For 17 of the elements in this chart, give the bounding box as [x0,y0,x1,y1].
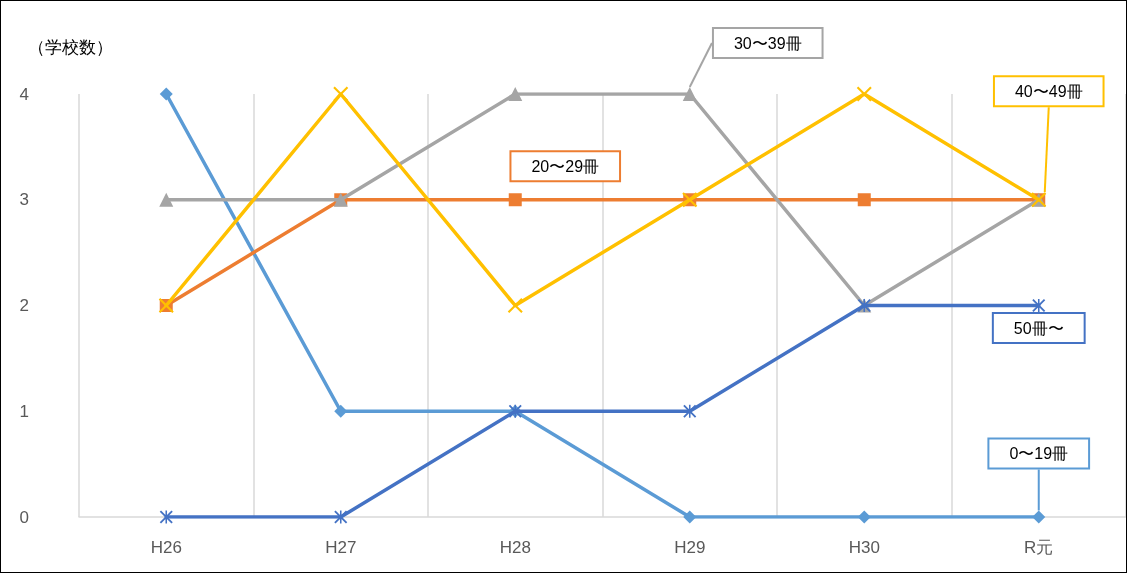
y-tick-label: 2 [19,296,29,315]
text: 30〜39冊 [733,34,802,52]
text: 0〜19冊 [1009,445,1069,462]
y-tick-label: 4 [19,84,29,104]
x-tick-label: H28 [499,538,531,557]
y-axis-title: （学校数） [28,38,113,57]
x-tick-label: H30 [848,538,880,557]
y-tick-label: 0 [19,507,29,527]
y-tick-label: 1 [19,401,29,421]
x-tick-label: H29 [674,538,706,557]
x-tick-label: H26 [150,538,182,557]
x-tick-label: H27 [325,538,357,557]
x-tick-label: R元 [1024,538,1054,557]
series-label: 50冊〜 [1013,319,1064,337]
series-label: 20〜29冊 [531,157,600,175]
text: 40〜49冊 [1014,82,1083,100]
y-tick-label: 3 [19,190,29,210]
